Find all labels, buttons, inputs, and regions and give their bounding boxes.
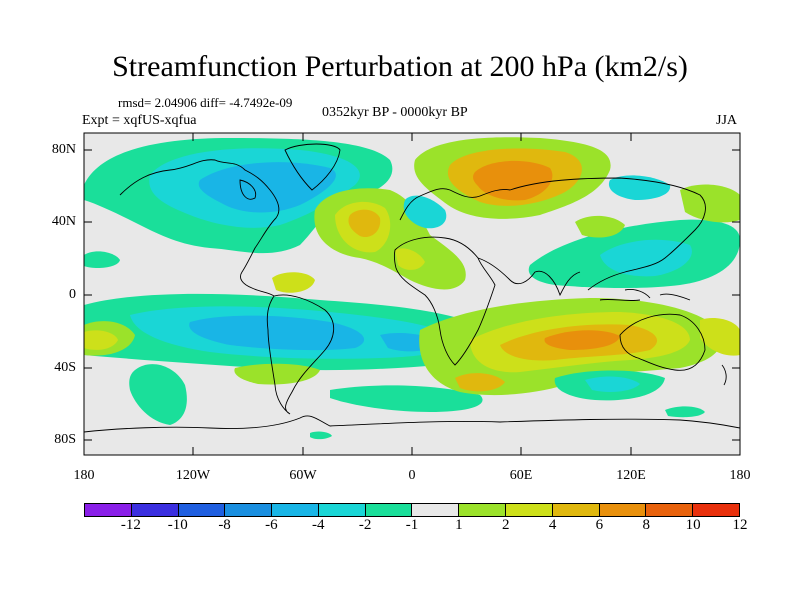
coast-greenland: [284, 143, 341, 191]
x-tick-label-60w: 60W: [289, 468, 317, 483]
colorbar-label: -6: [265, 517, 278, 533]
colorbar-swatch: [365, 504, 413, 516]
colorbar: [84, 503, 740, 517]
coast-europe: [399, 188, 511, 221]
colorbar-swatch: [459, 504, 507, 516]
colorbar-label: -1: [405, 517, 419, 533]
colorbar-label: -2: [358, 517, 372, 533]
coast-indonesia: [599, 289, 691, 302]
colorbar-swatch: [225, 504, 273, 516]
coast-antarctica: [84, 415, 740, 433]
colorbar-swatch: [272, 504, 319, 516]
coast-australia: [619, 313, 706, 371]
colorbar-label: 8: [642, 517, 651, 533]
colorbar-swatch: [318, 504, 366, 516]
x-tick-label-0: 0: [408, 468, 416, 483]
contour-neg-scandinavia: [403, 195, 447, 229]
y-tick-label-80s: 80S: [54, 432, 76, 447]
colorbar-label: -10: [167, 517, 188, 533]
colorbar-swatch: [693, 504, 739, 516]
colorbar-label: 1: [455, 517, 463, 533]
contour-pos-south-america: [234, 363, 320, 385]
period-label: 0352kyr BP - 0000kyr BP: [322, 105, 468, 120]
contour-neg-south-australia-core: [585, 376, 640, 392]
y-tick-label-80n: 80N: [51, 142, 76, 157]
season-label: JJA: [716, 113, 738, 128]
contour-pos-north-atlantic: [314, 188, 466, 290]
contour-neg-east-asia-core: [600, 239, 692, 277]
coastlines: [84, 143, 740, 433]
coast-arabia-india: [477, 257, 581, 297]
colorbar-swatch: [599, 504, 647, 516]
coast-north-america: [119, 159, 280, 297]
colorbar-label: 10: [685, 517, 701, 533]
contour-pos-caribbean: [272, 272, 315, 293]
coast-hudson: [239, 179, 257, 200]
contour-neg-southern-midlatitudes: [84, 293, 493, 371]
coast-asia: [509, 177, 706, 291]
chart-title: Streamfunction Perturbation at 200 hPa (…: [112, 50, 688, 83]
contour-fields: [84, 137, 740, 440]
coast-south-america: [266, 294, 335, 415]
contour-neg-hawaii: [84, 251, 120, 268]
x-tick-label-180-left: 180: [73, 468, 95, 483]
contour-pos-north-pacific: [680, 184, 740, 223]
tick-marks: [84, 133, 740, 455]
colorbar-swatch: [131, 504, 179, 516]
colorbar-label: -4: [312, 517, 325, 533]
stats-text: rmsd= 2.04906 diff= -4.7492e-09: [118, 95, 293, 110]
colorbar-swatch: [552, 504, 600, 516]
x-tick-label-180-right: 180: [729, 468, 751, 483]
x-tick-label-60e: 60E: [509, 468, 533, 483]
colorbar-label: -8: [218, 517, 231, 533]
contour-pos-tasman: [700, 318, 740, 356]
colorbar-swatch: [412, 504, 460, 516]
contour-pos-south-pacific-west-core: [84, 330, 118, 350]
contour-pos-eurasia: [414, 137, 611, 219]
contour-neg-antarctic-pacific: [665, 406, 705, 418]
colorbar-label: 2: [501, 517, 510, 533]
experiment-label: Expt = xqfUS-xqfua: [82, 113, 197, 128]
coast-new-zealand: [721, 364, 727, 386]
colorbar-label: 6: [595, 517, 604, 533]
colorbar-label: 4: [548, 517, 557, 533]
colorbar-label: 12: [732, 517, 748, 533]
coast-africa: [393, 236, 496, 366]
y-tick-label-40n: 40N: [51, 214, 76, 229]
colorbar-swatch: [178, 504, 226, 516]
contour-pos-tibet: [575, 215, 625, 238]
y-tick-label-0: 0: [69, 287, 76, 302]
contour-neg-south-pacific-high: [129, 364, 187, 425]
colorbar-swatch: [506, 504, 553, 516]
colorbar-swatch: [646, 504, 694, 516]
contour-neg-antarctic-atlantic: [310, 431, 332, 440]
colorbar-label: -12: [120, 517, 141, 533]
y-tick-label-40s: 40S: [54, 360, 76, 375]
contour-neg-southern-ocean: [330, 385, 483, 412]
x-tick-label-120w: 120W: [175, 468, 211, 483]
colorbar-swatch: [85, 504, 132, 516]
x-tick-label-120e: 120E: [616, 468, 646, 483]
